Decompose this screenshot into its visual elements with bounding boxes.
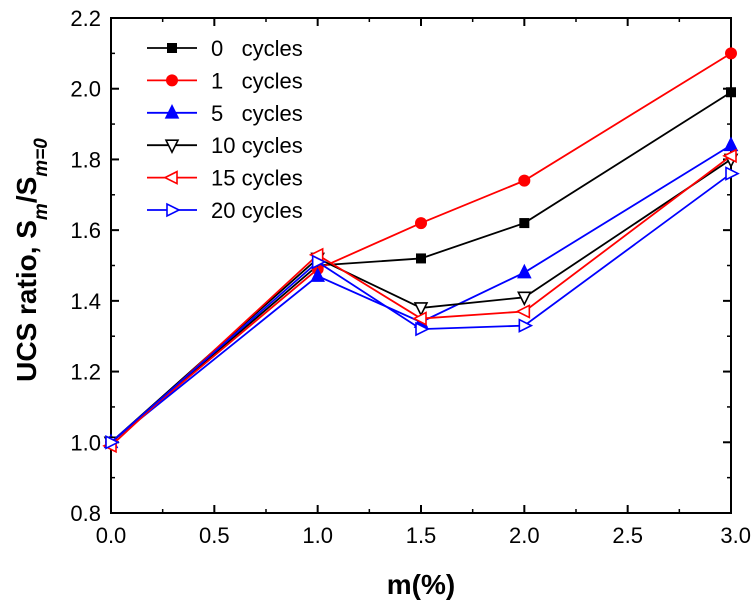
legend-item: 0 cycles: [147, 36, 303, 61]
legend-label: 15 cycles: [211, 166, 303, 191]
data-point: [726, 87, 736, 98]
data-point: [518, 174, 531, 187]
plot-frame: [110, 17, 732, 514]
data-point: [722, 148, 737, 164]
x-tick-label: 1.5: [406, 523, 437, 548]
x-tick-label: 2.5: [612, 523, 643, 548]
legend-marker: [164, 104, 180, 119]
x-tick-label: 0.5: [199, 523, 230, 548]
legend-label: 1 cycles: [211, 68, 303, 93]
legend-label: 5 cycles: [211, 101, 303, 126]
x-tick-label: 1.0: [302, 523, 333, 548]
data-point: [105, 434, 120, 450]
y-tick-label: 1.2: [70, 360, 101, 385]
legend: 0 cycles 1 cycles 5 cycles 10 cycles 15 cycl…: [147, 36, 303, 223]
series-1: [105, 47, 737, 449]
y-tick-label: 1.4: [70, 289, 101, 314]
data-point: [515, 304, 531, 319]
x-tick-label: 3.0: [720, 523, 751, 548]
y-tick-label: 2.2: [70, 6, 101, 31]
plot-area: 0.0 0.5 1.0 1.5 2.0 2.5 3.0 0.8 1.0 1.2 1.4 1.6 1.8 2…: [70, 6, 751, 548]
series-3: [103, 153, 739, 452]
legend-label: 0 cycles: [211, 36, 303, 61]
data-point: [723, 136, 739, 152]
legend-item: 5 cycles: [147, 101, 303, 126]
data-point: [412, 311, 427, 326]
data-point: [725, 166, 740, 181]
x-tick-label: 0.0: [96, 523, 127, 548]
data-point: [415, 217, 427, 230]
series-2: [103, 136, 739, 449]
y-title-sub-2: m=0: [31, 138, 52, 177]
data-point: [413, 302, 429, 317]
series-line: [110, 155, 732, 447]
data-point: [517, 263, 532, 279]
legend-marker: [164, 139, 180, 154]
data-point: [517, 291, 532, 307]
x-axis-title: m(%): [387, 569, 455, 600]
legend-label: 10 cycles: [211, 133, 303, 158]
legend-marker: [167, 43, 177, 53]
y-title-part-1: UCS ratio, S: [11, 220, 42, 382]
data-point: [311, 254, 327, 270]
legend-item: 10 cycles: [147, 133, 303, 158]
data-point: [725, 47, 737, 60]
y-tick-label: 2.0: [70, 77, 101, 102]
y-title-sub-1: m: [31, 203, 52, 220]
series-0: [106, 87, 736, 448]
series-4: [102, 148, 737, 454]
y-tick-label: 1.8: [70, 147, 101, 172]
y-title-part-2: /S: [11, 177, 42, 203]
y-tick-label: 1.6: [70, 218, 101, 243]
series-5: [105, 166, 740, 450]
data-point: [518, 318, 534, 333]
legend-label: 20 cycles: [211, 198, 303, 223]
data-point: [310, 267, 325, 282]
y-axis-title: UCS ratio, Sm/Sm=0: [11, 138, 52, 382]
legend-item: 15 cycles: [147, 166, 303, 191]
data-point: [415, 321, 430, 337]
legend-item: 1 cycles: [147, 68, 303, 93]
legend-marker: [163, 170, 178, 185]
y-tick-label: 0.8: [70, 501, 101, 526]
series-line: [110, 91, 732, 443]
legend-marker: [166, 202, 181, 218]
legend-item: 20 cycles: [147, 198, 303, 223]
y-tick-label: 1.0: [70, 430, 101, 455]
series-line: [110, 144, 732, 443]
x-tick-label: 2.0: [509, 523, 540, 548]
legend-marker: [166, 74, 178, 87]
series-line: [110, 52, 732, 443]
data-point: [416, 253, 426, 264]
data-point: [519, 218, 530, 229]
